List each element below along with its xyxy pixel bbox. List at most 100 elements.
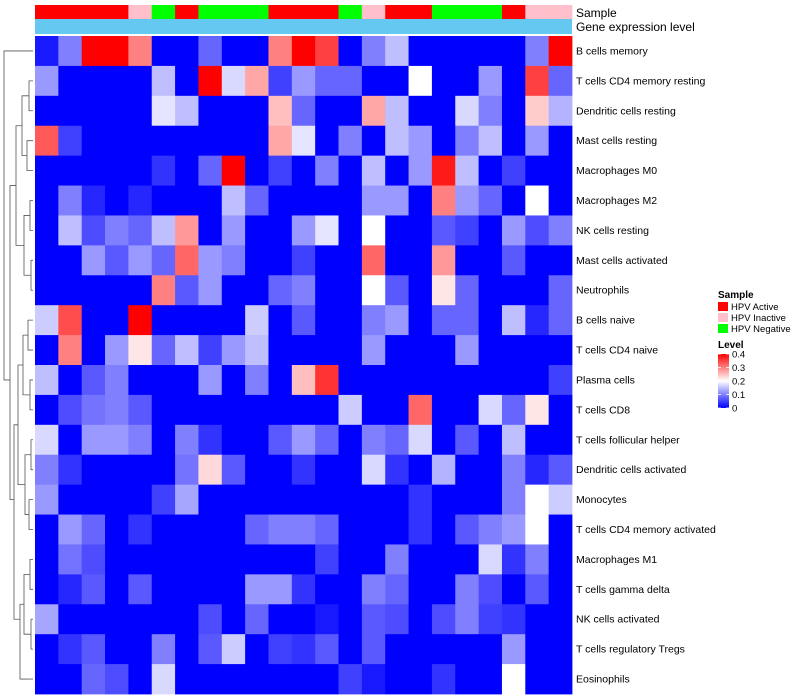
heatmap-cell — [431, 394, 456, 426]
heatmap-cell — [338, 125, 363, 157]
heatmap-cell — [431, 574, 456, 605]
heatmap-cell — [338, 424, 363, 456]
heatmap-cell — [268, 664, 293, 695]
heatmap-cell — [81, 275, 106, 306]
sample-annotation-cell — [175, 5, 199, 19]
heatmap-cell — [35, 125, 59, 157]
heatmap-cell — [478, 604, 503, 635]
heatmap-cell — [198, 275, 223, 306]
heatmap-cell — [315, 155, 339, 186]
heatmap-cell — [455, 394, 480, 426]
heatmap-cell — [128, 634, 153, 665]
heatmap-cell — [385, 36, 409, 67]
row-label: Macrophages M1 — [576, 554, 657, 566]
heatmap-cell — [198, 484, 223, 515]
heatmap-cell — [81, 155, 106, 186]
heatmap-cell — [291, 634, 316, 665]
heatmap-cell — [175, 245, 199, 276]
heatmap-cell — [221, 125, 246, 157]
heatmap-cell — [478, 484, 503, 515]
heatmap-cell — [361, 514, 386, 545]
heatmap-cell — [128, 544, 153, 575]
heatmap-cell — [35, 36, 59, 67]
heatmap-cell — [315, 365, 339, 396]
heatmap-cell — [455, 95, 480, 127]
heatmap-cell — [501, 36, 526, 67]
heatmap-cell — [245, 514, 269, 545]
heatmap-cell — [105, 185, 129, 216]
heatmap-cell — [431, 125, 456, 157]
heatmap-cell — [361, 365, 386, 396]
heatmap-cell — [105, 664, 129, 695]
heatmap-cell — [268, 125, 293, 157]
heatmap-cell — [81, 634, 106, 665]
heatmap-cell — [268, 65, 293, 97]
heatmap-cell — [525, 484, 550, 515]
heatmap-cell — [198, 574, 223, 605]
heatmap-cell — [525, 514, 550, 545]
sample-annotation-cell — [221, 5, 246, 19]
heatmap-cell — [268, 574, 293, 605]
heatmap-cell — [198, 215, 223, 246]
heatmap-cell — [525, 95, 550, 127]
heatmap-cell — [58, 95, 83, 127]
heatmap-cell — [105, 394, 129, 426]
heatmap-cell — [408, 574, 433, 605]
heatmap-cell — [35, 664, 59, 695]
heatmap-cell — [151, 394, 176, 426]
heatmap-cell — [431, 544, 456, 575]
heatmap-cell — [198, 185, 223, 216]
row-label: B cells naive — [576, 315, 635, 327]
row-label: Mast cells resting — [576, 135, 657, 147]
heatmap-cell — [128, 275, 153, 306]
sample-annotation-cell — [105, 5, 129, 19]
sample-annotation-cell — [81, 5, 106, 19]
heatmap-cell — [525, 365, 550, 396]
heatmap-cell — [81, 664, 106, 695]
heatmap-cell — [315, 514, 339, 545]
heatmap-cell — [58, 514, 83, 545]
heatmap-cell — [58, 574, 83, 605]
heatmap-cell — [291, 215, 316, 246]
heatmap-cell — [58, 36, 83, 67]
heatmap-cell — [431, 424, 456, 456]
heatmap-cell — [455, 155, 480, 186]
heatmap-cell — [105, 65, 129, 97]
heatmap-cell — [548, 574, 573, 605]
heatmap-cell — [408, 454, 433, 486]
heatmap-cell — [338, 365, 363, 396]
sample-annotation-cell — [198, 5, 223, 19]
heatmap-cell — [525, 155, 550, 186]
heatmap-cell — [338, 305, 363, 336]
heatmap-cell — [198, 634, 223, 665]
heatmap-cell — [361, 424, 386, 456]
heatmap-cell — [105, 275, 129, 306]
heatmap-cell — [268, 95, 293, 127]
heatmap-cell — [478, 215, 503, 246]
heatmap-cell — [221, 335, 246, 366]
heatmap-cell — [478, 335, 503, 366]
heatmap-cell — [315, 245, 339, 276]
heatmap-cell — [455, 574, 480, 605]
heatmap-cells — [35, 36, 573, 695]
heatmap-cell — [525, 424, 550, 456]
heatmap-cell — [455, 125, 480, 157]
heatmap-cell — [408, 604, 433, 635]
heatmap-cell — [501, 394, 526, 426]
heatmap-cell — [338, 245, 363, 276]
heatmap-cell — [245, 275, 269, 306]
heatmap-cell — [431, 95, 456, 127]
heatmap-cell — [361, 634, 386, 665]
row-label: T cells regulatory Tregs — [576, 644, 685, 656]
heatmap-cell — [81, 125, 106, 157]
heatmap-cell — [245, 125, 269, 157]
heatmap-cell — [361, 215, 386, 246]
heatmap-cell — [105, 424, 129, 456]
heatmap-cell — [431, 365, 456, 396]
heatmap-cell — [291, 245, 316, 276]
heatmap-cell — [525, 275, 550, 306]
dendrogram-branch — [17, 364, 25, 486]
heatmap-cell — [501, 604, 526, 635]
